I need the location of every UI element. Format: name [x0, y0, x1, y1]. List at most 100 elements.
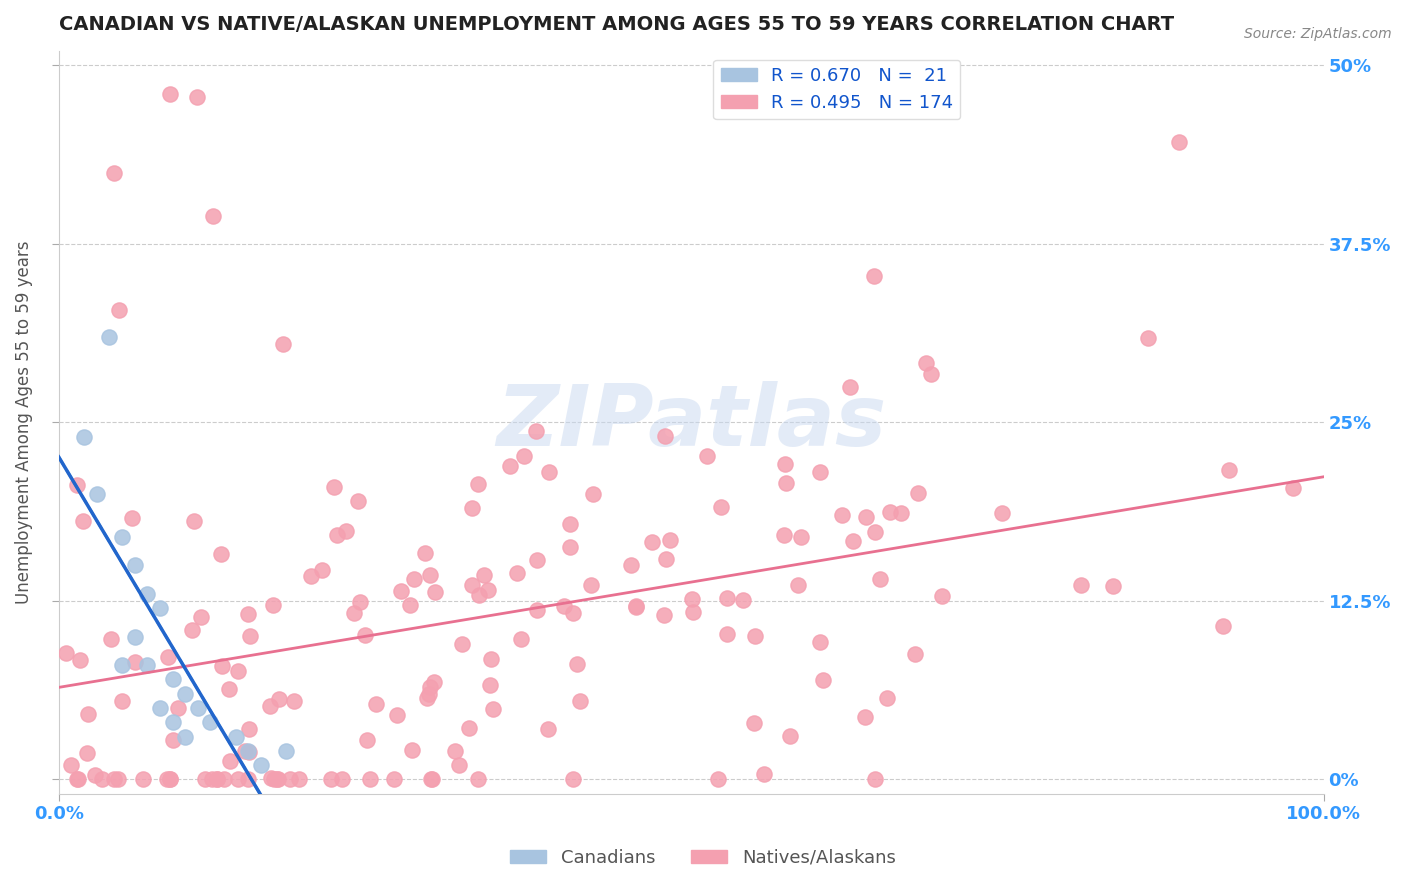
Point	[190, 610, 212, 624]
Point	[467, 477, 489, 491]
Point	[149, 701, 172, 715]
Point	[233, 744, 256, 758]
Point	[259, 699, 281, 714]
Point	[779, 729, 801, 743]
Point	[1168, 135, 1191, 149]
Point	[103, 772, 125, 787]
Point	[167, 701, 190, 715]
Text: ZIPatlas: ZIPatlas	[496, 381, 886, 464]
Point	[55, 646, 77, 660]
Legend: R = 0.670   N =  21, R = 0.495   N = 174: R = 0.670 N = 21, R = 0.495 N = 174	[713, 60, 960, 120]
Point	[136, 587, 159, 601]
Point	[132, 772, 155, 787]
Point	[76, 707, 98, 722]
Text: Source: ZipAtlas.com: Source: ZipAtlas.com	[1244, 27, 1392, 41]
Point	[419, 567, 441, 582]
Point	[423, 674, 446, 689]
Point	[537, 723, 560, 737]
Point	[366, 697, 388, 711]
Point	[853, 710, 876, 724]
Point	[59, 757, 82, 772]
Point	[716, 591, 738, 606]
Point	[863, 772, 886, 787]
Point	[839, 380, 862, 394]
Point	[260, 772, 283, 786]
Point	[904, 647, 927, 661]
Point	[526, 553, 548, 567]
Point	[162, 733, 184, 747]
Y-axis label: Unemployment Among Ages 55 to 59 years: Unemployment Among Ages 55 to 59 years	[15, 241, 32, 604]
Point	[568, 694, 591, 708]
Legend: Canadians, Natives/Alaskans: Canadians, Natives/Alaskans	[503, 842, 903, 874]
Point	[162, 673, 184, 687]
Point	[349, 595, 371, 609]
Point	[808, 634, 831, 648]
Point	[752, 767, 775, 781]
Point	[103, 165, 125, 179]
Point	[582, 487, 605, 501]
Point	[658, 533, 681, 547]
Point	[346, 494, 368, 508]
Point	[342, 606, 364, 620]
Point	[731, 593, 754, 607]
Point	[262, 598, 284, 612]
Point	[418, 687, 440, 701]
Point	[654, 428, 676, 442]
Point	[207, 772, 229, 787]
Point	[211, 659, 233, 673]
Point	[620, 558, 643, 572]
Point	[174, 730, 197, 744]
Point	[553, 599, 575, 614]
Point	[267, 772, 290, 787]
Point	[744, 629, 766, 643]
Point	[326, 527, 349, 541]
Point	[526, 602, 548, 616]
Point	[415, 546, 437, 560]
Point	[467, 772, 489, 787]
Point	[278, 772, 301, 787]
Point	[91, 772, 114, 787]
Point	[263, 772, 285, 787]
Point	[641, 534, 664, 549]
Point	[624, 599, 647, 614]
Point	[681, 592, 703, 607]
Point	[98, 329, 121, 343]
Point	[205, 772, 228, 787]
Point	[159, 772, 181, 787]
Point	[183, 514, 205, 528]
Point	[186, 90, 208, 104]
Point	[682, 605, 704, 619]
Point	[863, 525, 886, 540]
Point	[124, 630, 146, 644]
Point	[228, 772, 250, 787]
Point	[236, 772, 259, 787]
Point	[457, 722, 479, 736]
Point	[149, 601, 172, 615]
Point	[444, 744, 467, 758]
Point	[1070, 578, 1092, 592]
Point	[742, 715, 765, 730]
Point	[990, 506, 1012, 520]
Point	[716, 627, 738, 641]
Point	[468, 589, 491, 603]
Point	[524, 424, 547, 438]
Point	[136, 658, 159, 673]
Point	[86, 486, 108, 500]
Point	[159, 87, 181, 102]
Point	[209, 547, 232, 561]
Point	[499, 459, 522, 474]
Point	[482, 702, 505, 716]
Point	[330, 772, 353, 787]
Point	[461, 578, 484, 592]
Point	[319, 772, 342, 787]
Point	[512, 449, 534, 463]
Point	[225, 730, 247, 744]
Point	[156, 772, 179, 787]
Point	[111, 529, 134, 543]
Point	[299, 569, 322, 583]
Point	[276, 744, 298, 758]
Point	[1136, 331, 1159, 345]
Point	[124, 558, 146, 573]
Point	[201, 772, 224, 787]
Point	[710, 500, 733, 515]
